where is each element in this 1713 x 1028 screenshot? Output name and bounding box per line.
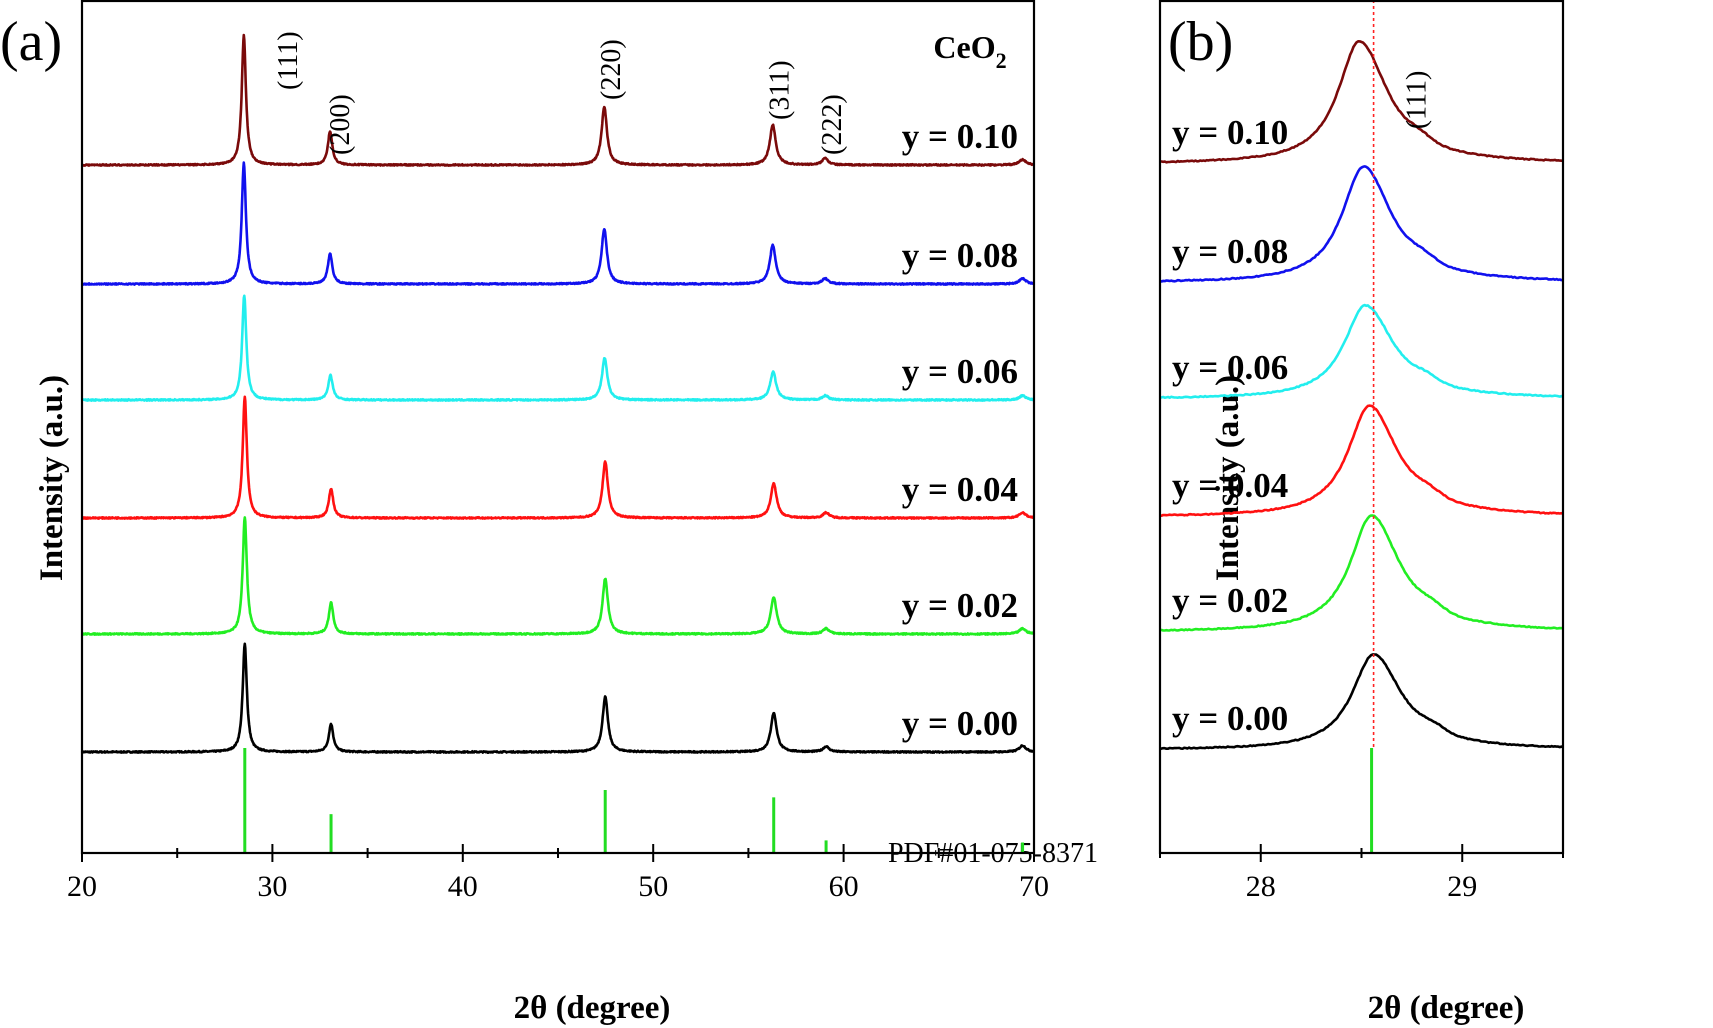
- panel-a-x-tick-label: 50: [638, 870, 668, 903]
- panel-a-reference-bars: [243, 748, 1025, 853]
- panel-b-axes: 28 29: [1158, 0, 1565, 903]
- compound-label: CeO2: [933, 29, 1006, 73]
- panel-b: (b) Intensity (a.u.) 2θ (degree) y = 0.0…: [1158, 0, 1565, 1026]
- panel-a-trace: [81, 33, 1035, 167]
- panel-b-series-label: y = 0.02: [1172, 581, 1288, 620]
- panel-b-y-axis-label: Intensity (a.u.): [1210, 375, 1246, 581]
- peak-annotation: (200): [325, 94, 356, 155]
- panel-a-axes: 20 30 40 50 60 70: [67, 0, 1049, 903]
- panel-a-peak-annotations: (111) (200) (220) (311) (222): [273, 31, 848, 155]
- panel-b-trace: [1159, 303, 1564, 399]
- panel-a-x-tick-label: 40: [448, 870, 478, 903]
- panel-a-x-tick-label: 60: [829, 870, 859, 903]
- panel-a-x-tick-label: 70: [1019, 870, 1049, 903]
- panel-b-series-label: y = 0.08: [1172, 232, 1288, 271]
- panel-b-x-tick-label: 28: [1246, 870, 1276, 903]
- panel-a-trace: [80, 161, 1035, 286]
- peak-annotation: (220): [596, 39, 627, 100]
- panel-b-x-tick-label: 29: [1447, 870, 1477, 903]
- panel-b-trace: [1159, 404, 1564, 517]
- panel-b-series-label: y = 0.04: [1172, 466, 1288, 505]
- panel-a: (a) Intensity (a.u.) 2θ (degree) CeO2 PD…: [0, 0, 1098, 1026]
- panel-a-series-label: y = 0.04: [902, 470, 1018, 509]
- panel-a-trace: [81, 395, 1036, 520]
- panel-b-trace: [1159, 165, 1564, 283]
- panel-a-y-axis-label: Intensity (a.u.): [34, 375, 70, 581]
- panel-b-trace: [1159, 40, 1563, 164]
- panel-b-reference: [1370, 0, 1375, 853]
- peak-annotation: (111): [273, 31, 304, 90]
- panel-a-frame: [80, 0, 1036, 855]
- panel-a-series-label: y = 0.10: [902, 117, 1018, 156]
- panel-a-traces: [80, 33, 1036, 754]
- peak-annotation: (222): [817, 94, 848, 155]
- panel-a-x-axis-label: 2θ (degree): [514, 990, 671, 1026]
- panel-a-trace: [81, 294, 1035, 402]
- panel-a-series-labels: y = 0.00 y = 0.02 y = 0.04 y = 0.06 y = 0.08…: [902, 117, 1018, 743]
- panel-b-series-labels: y = 0.00 y = 0.02 y = 0.04 y = 0.06 y = 0.08…: [1172, 113, 1288, 738]
- panel-b-label: (b): [1168, 11, 1233, 73]
- panel-a-series-label: y = 0.06: [902, 352, 1018, 391]
- panel-b-x-axis-label: 2θ (degree): [1368, 990, 1525, 1026]
- panel-b-series-label: y = 0.00: [1172, 699, 1288, 738]
- panel-b-peak-annotation-label: (111): [1402, 71, 1433, 130]
- peak-annotation: (311): [765, 60, 796, 120]
- panel-a-series-label: y = 0.02: [902, 586, 1018, 625]
- panel-a-series-label: y = 0.08: [902, 236, 1018, 275]
- panel-b-trace: [1159, 653, 1564, 751]
- panel-a-x-tick-label: 30: [257, 870, 287, 903]
- panel-b-series-label: y = 0.06: [1172, 348, 1288, 387]
- panel-a-x-tick-label: 20: [67, 870, 97, 903]
- panel-b-peak-annotation: (111): [1402, 71, 1433, 130]
- panel-b-series-label: y = 0.10: [1172, 113, 1288, 152]
- panel-b-traces: [1159, 40, 1564, 751]
- panel-a-series-label: y = 0.00: [902, 704, 1018, 743]
- panel-b-trace: [1159, 514, 1564, 632]
- panel-a-label: (a): [0, 11, 62, 73]
- panel-a-trace: [81, 516, 1036, 636]
- panel-a-trace: [80, 642, 1035, 754]
